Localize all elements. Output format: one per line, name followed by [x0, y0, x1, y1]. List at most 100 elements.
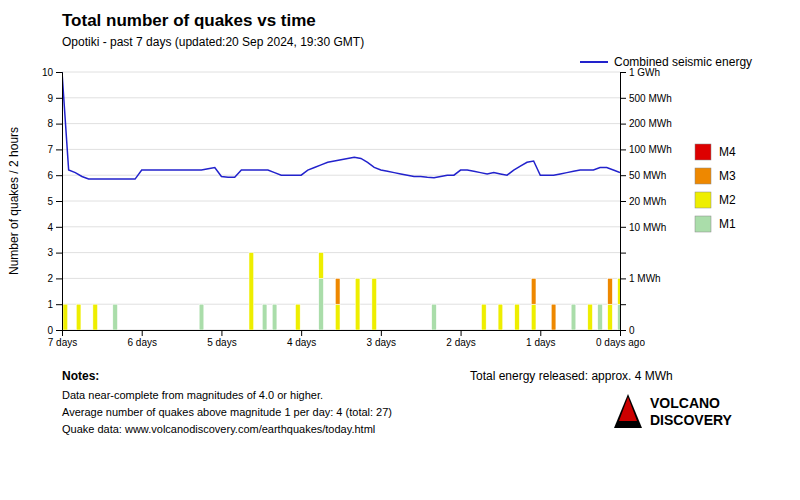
- tick-label: 10 MWh: [629, 222, 666, 233]
- bar-segment: [372, 278, 377, 330]
- bar-segment: [432, 304, 437, 330]
- legend-swatch: [695, 192, 711, 208]
- tick: 4 days: [287, 330, 316, 348]
- notes-heading: Notes:: [62, 369, 99, 383]
- tick: 6 days: [127, 330, 156, 348]
- tick: 0: [620, 325, 635, 336]
- y-axis: 0 1 2 3 4 5 6 7 8 9 10: [42, 67, 63, 336]
- tick-mark: [461, 330, 462, 336]
- tick-mark: [620, 124, 626, 125]
- legend-swatch: [580, 61, 608, 63]
- grid-line: [62, 72, 620, 73]
- tick: 50 MWh: [620, 170, 666, 181]
- grid-line: [62, 175, 620, 176]
- tick-mark: [620, 201, 626, 202]
- bar-segment: [355, 278, 360, 330]
- title: Total number of quakes vs time: [62, 11, 316, 30]
- tick: 3: [47, 247, 62, 258]
- grid-line: [62, 149, 620, 150]
- plot-area: [62, 72, 620, 330]
- tick: 4: [47, 222, 62, 233]
- axis-line: [621, 73, 627, 331]
- tick-mark: [56, 149, 62, 150]
- tick: 1: [47, 299, 62, 310]
- tick-label: 2: [47, 273, 53, 284]
- bar-segment: [481, 304, 486, 330]
- legend-label: M3: [719, 169, 736, 183]
- bar-segment: [498, 304, 503, 330]
- tick: 8: [47, 118, 62, 129]
- bar-segment: [515, 304, 520, 330]
- bar-segment: [319, 253, 324, 279]
- x-axis: 7 days6 days5 days4 days3 days2 days1 da…: [48, 330, 646, 348]
- bar-segment: [531, 304, 536, 330]
- bar-segment: [335, 278, 340, 304]
- tick-label: 20 MWh: [629, 196, 666, 207]
- tick-label: 1 days: [526, 337, 555, 348]
- bar-segment: [608, 304, 613, 330]
- tick-label: 200 MWh: [629, 118, 672, 129]
- tick: 2 days: [446, 330, 475, 348]
- tick: 5: [47, 196, 62, 207]
- bar-segment: [63, 304, 68, 330]
- tick: 200 MWh: [620, 118, 672, 129]
- legend-line: Combined seismic energy: [580, 55, 752, 69]
- tick-label: 0 days ago: [596, 337, 645, 348]
- tick-mark: [56, 304, 62, 305]
- bar-segment: [93, 304, 98, 330]
- tick: 500 MWh: [620, 93, 672, 104]
- chart: Total number of quakes vs time Opotiki - …: [0, 0, 800, 500]
- tick-mark: [620, 98, 626, 99]
- tick-label: 0: [47, 325, 53, 336]
- y2-axis: 01 MWh10 MWh20 MWh50 MWh100 MWh200 MWh50…: [620, 67, 672, 336]
- bar-segment: [249, 253, 254, 330]
- bar-segment: [618, 304, 620, 330]
- grid-line: [62, 226, 620, 227]
- bar-segment: [571, 304, 576, 330]
- tick-label: 4: [47, 222, 53, 233]
- tick-mark: [56, 124, 62, 125]
- tick: 5 days: [207, 330, 236, 348]
- bar-segment: [598, 304, 603, 330]
- logo-text: VOLCANODISCOVERY: [650, 395, 733, 428]
- bar-segment: [262, 304, 267, 330]
- tick-mark: [301, 330, 302, 336]
- tick-label: 500 MWh: [629, 93, 672, 104]
- tick: [620, 304, 626, 305]
- tick: 0: [47, 325, 62, 336]
- y-axis-title: Number of quakes / 2 hours: [7, 127, 21, 275]
- legend-label: M4: [719, 145, 736, 159]
- tick-label: 10: [42, 67, 54, 78]
- tick-label: 5: [47, 196, 53, 207]
- tick-label: 2 days: [446, 337, 475, 348]
- tick: 1 days: [526, 330, 555, 348]
- tick: 9: [47, 93, 62, 104]
- bar-segment: [199, 304, 204, 330]
- tick-mark: [142, 330, 143, 336]
- tick-mark: [620, 175, 626, 176]
- tick-mark: [620, 278, 626, 279]
- legend-swatch: [695, 216, 711, 232]
- legend-label: Combined seismic energy: [614, 55, 752, 69]
- tick-mark: [221, 330, 222, 336]
- tick-label: 9: [47, 93, 53, 104]
- bar-segment: [113, 304, 118, 330]
- bars: [63, 253, 620, 330]
- tick-mark: [620, 304, 626, 305]
- tick-label: 7: [47, 144, 53, 155]
- subtitle: Opotiki - past 7 days (updated:20 Sep 20…: [62, 35, 364, 49]
- tick-label: 5 days: [207, 337, 236, 348]
- energy-note: Total energy released: approx. 4 MWh: [470, 369, 673, 383]
- tick-label: 0: [629, 325, 635, 336]
- bar-segment: [272, 304, 277, 330]
- tick: 7: [47, 144, 62, 155]
- tick-mark: [620, 330, 626, 331]
- tick-label: 1: [47, 299, 53, 310]
- tick-label: 7 days: [48, 337, 77, 348]
- line: [62, 72, 620, 179]
- annotations: Notes:Data near-complete from magnitudes…: [62, 369, 733, 435]
- tick-mark: [540, 330, 541, 336]
- tick: 6: [47, 170, 62, 181]
- legend-label: M2: [719, 193, 736, 207]
- grid: [62, 72, 620, 330]
